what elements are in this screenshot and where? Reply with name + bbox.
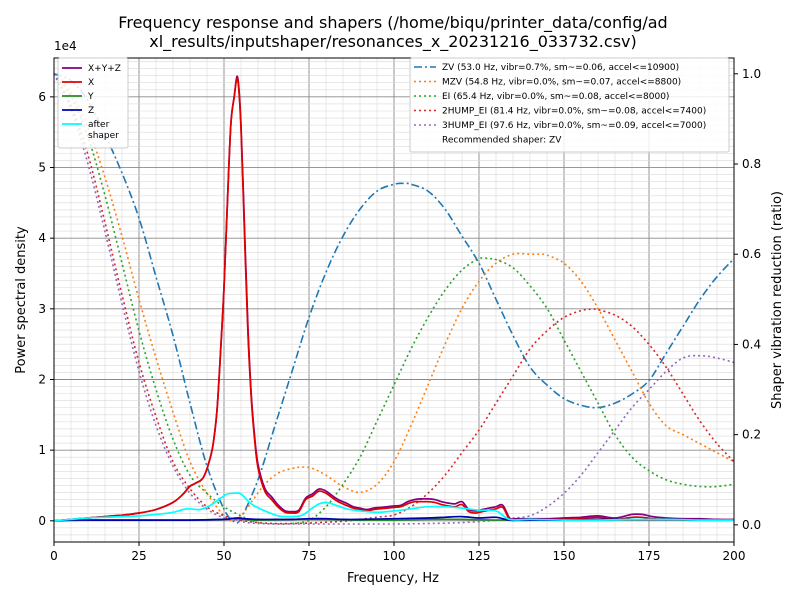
shaper-line-3hump-ei xyxy=(54,73,734,525)
y2-tick-label: 0.8 xyxy=(742,157,761,171)
legend-label: after xyxy=(88,120,110,130)
x-tick-label: 25 xyxy=(131,549,146,563)
shaper-curves xyxy=(54,73,734,525)
psd-curves xyxy=(54,75,734,522)
x-tick-label: 0 xyxy=(50,549,58,563)
psd-legend-box xyxy=(57,57,129,149)
x-tick-label: 75 xyxy=(301,549,316,563)
shaper-line-mzv xyxy=(54,73,734,522)
legend-label: EI (65.4 Hz, vibr=0.0%, sm~=0.08, accel<… xyxy=(442,92,669,102)
chart-title-line2: xl_results/inputshaper/resonances_x_2023… xyxy=(149,32,636,52)
x-tick-label: 50 xyxy=(216,549,231,563)
legend-label: MZV (54.8 Hz, vibr=0.0%, sm~=0.07, accel… xyxy=(442,78,681,88)
x-tick-label: 150 xyxy=(553,549,576,563)
legend-label: Z xyxy=(88,106,94,116)
x-tick-label: 125 xyxy=(468,549,491,563)
legend-label: X xyxy=(88,78,94,88)
x-axis-label: Frequency, Hz xyxy=(347,571,439,586)
x-tick-label: 100 xyxy=(383,549,406,563)
y2-tick-label: 1.0 xyxy=(742,67,761,81)
y2-tick-label: 0.2 xyxy=(742,428,761,442)
legend-label: shaper xyxy=(88,131,119,141)
shaper-legend-box xyxy=(409,57,730,153)
y-tick-label: 1 xyxy=(38,443,46,457)
y-tick-label: 2 xyxy=(38,372,46,386)
shaper-line-zv xyxy=(54,73,734,524)
y-tick-label: 0 xyxy=(38,514,46,528)
x-axis: 0 25 50 75 100 125 150 175 200 xyxy=(50,542,745,563)
psd-line-after xyxy=(54,492,734,522)
legend-label: Y xyxy=(87,92,94,102)
x-tick-label: 175 xyxy=(638,549,661,563)
legend-label: X+Y+Z xyxy=(88,64,121,74)
chart-title-line1: Frequency response and shapers (/home/bi… xyxy=(118,13,667,33)
recommended-shaper-label: Recommended shaper: ZV xyxy=(442,136,562,146)
y2-axis-label: Shaper vibration reduction (ratio) xyxy=(770,191,785,409)
y-axis-right: 0.0 0.2 0.4 0.6 0.8 1.0 xyxy=(734,67,761,532)
legend-label: ZV (53.0 Hz, vibr=0.7%, sm~=0.06, accel<… xyxy=(442,63,679,73)
shaper-line-2hump-ei xyxy=(54,73,734,525)
y2-tick-label: 0.6 xyxy=(742,247,761,261)
y-tick-label: 4 xyxy=(38,231,46,245)
grid xyxy=(53,58,735,542)
y-axis-left: 0 1 2 3 4 5 6 xyxy=(38,90,54,528)
legend-label: 3HUMP_EI (97.6 Hz, vibr=0.0%, sm~=0.09, … xyxy=(442,121,706,131)
legend-label: 2HUMP_EI (81.4 Hz, vibr=0.0%, sm~=0.08, … xyxy=(442,107,706,117)
y-tick-label: 5 xyxy=(38,161,46,175)
y-axis-label: Power spectral density xyxy=(14,226,29,374)
shaper-legend: ZV (53.0 Hz, vibr=0.7%, sm~=0.06, accel<… xyxy=(409,57,730,153)
y-exponent-label: 1e4 xyxy=(54,39,77,53)
y2-tick-label: 0.0 xyxy=(742,518,761,532)
y-tick-label: 6 xyxy=(38,90,46,104)
y2-tick-label: 0.4 xyxy=(742,337,761,351)
x-tick-label: 200 xyxy=(723,549,746,563)
y-tick-label: 3 xyxy=(38,302,46,316)
